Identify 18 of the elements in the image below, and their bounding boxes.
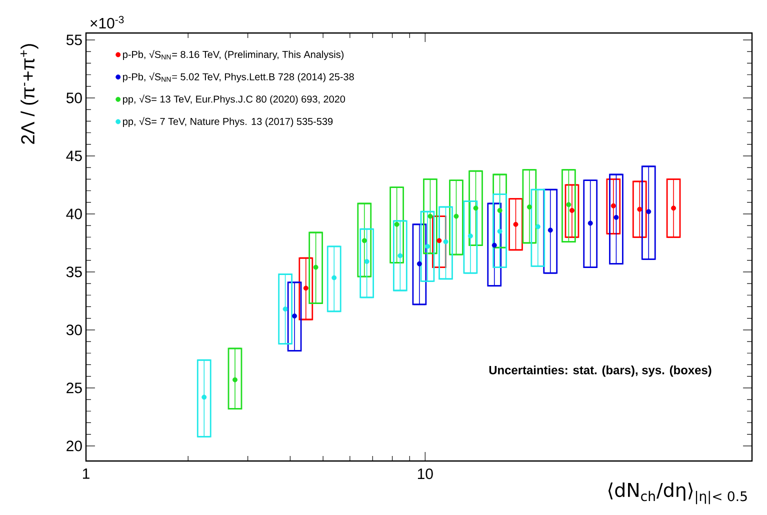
y-tick-label: 20 [66, 440, 82, 452]
legend-label: pp, √S= 7 TeV, Nature Phys. 13 (2017) 535-539 [123, 116, 333, 127]
y-tick-label: 50 [66, 92, 82, 104]
y-axis-title: 2Λ / (π$^{-}$+π$^{+}$) [20, 44, 38, 144]
y-tick-label: 55 [66, 34, 82, 46]
annotation: Uncertainties: stat. (bars), sys. (boxes) [489, 366, 712, 377]
x-axis-title: ⟨dN$_{ch}$/dη⟩$_{|η|< 0.5}$ [608, 482, 747, 504]
y-tick-label: 35 [66, 266, 82, 278]
legend-label: pp, √S= 13 TeV, Eur.Phys.J.C 80 (2020) 693, 2020 [123, 94, 346, 105]
y-tick-label: 40 [66, 208, 82, 220]
x-tick-label: 10 [418, 468, 433, 480]
y-tick-label: 30 [66, 324, 82, 336]
y-tick-label: 45 [66, 150, 82, 162]
y-tick-label: 25 [66, 382, 82, 394]
legend-label: p-Pb, √S$_{NN}$= 8.16 TeV, (Preliminary, This Analysis) [123, 50, 344, 60]
x-tick-label: 1 [82, 468, 90, 479]
text: ×10$^{-3}$ [90, 16, 124, 28]
legend-label: p-Pb, √S$_{NN}$= 5.02 TeV, Phys.Lett.B 728 (2014) 25-38 [123, 72, 354, 82]
